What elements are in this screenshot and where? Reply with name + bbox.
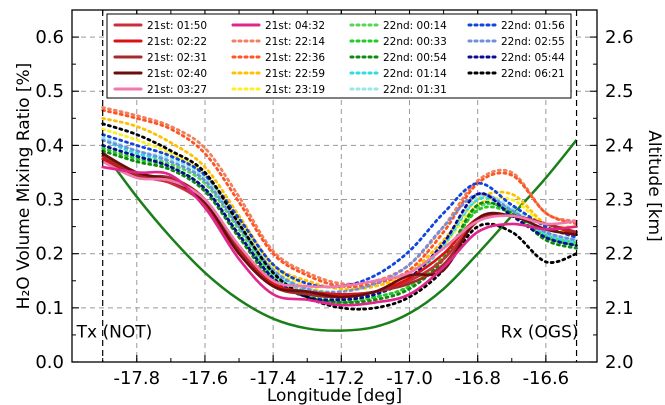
- y-right-tick-label: 2.3: [605, 190, 634, 211]
- series-lines: [101, 106, 578, 332]
- annotation-tx: Tx (NOT): [76, 323, 153, 343]
- y-right-tick-label: 2.5: [605, 81, 634, 102]
- series-line-10: [101, 143, 578, 302]
- x-axis-title: Longitude [deg]: [267, 386, 402, 405]
- y-left-tick-label: 0.4: [35, 135, 64, 156]
- legend-label-1: 21st: 02:22: [147, 36, 207, 48]
- x-tick-label: -17.4: [250, 368, 297, 389]
- y-left-tick-label: 0.1: [35, 298, 64, 319]
- legend-label-18: 22nd: 06:21: [501, 68, 565, 80]
- x-tick-label: -17.2: [318, 368, 365, 389]
- legend-label-12: 22nd: 00:54: [383, 52, 447, 64]
- y-right-tick-label: 2.1: [605, 298, 634, 319]
- endpoint-vlines: [102, 10, 578, 362]
- legend-label-2: 21st: 02:31: [147, 52, 207, 64]
- x-tick-label: -17.6: [182, 368, 229, 389]
- legend-label-10: 22nd: 00:14: [383, 20, 447, 32]
- y-right-tick-label: 2.0: [605, 352, 634, 373]
- series-line-16: [101, 138, 578, 294]
- labels: -17.8 -17.6 -17.4 -17.2 -17.0 -16.8 -16.6 0.0 0.…: [14, 27, 664, 405]
- y-right-tick-label: 2.6: [605, 27, 634, 48]
- series-line-12: [101, 149, 578, 304]
- legend-label-3: 21st: 02:40: [147, 68, 207, 80]
- altitude-line: [101, 139, 578, 332]
- legend-label-0: 21st: 01:50: [147, 20, 207, 32]
- plot-frame: [71, 9, 598, 363]
- legend-label-9: 21st: 23:19: [265, 84, 325, 96]
- legend-label-14: 22nd: 01:31: [383, 84, 447, 96]
- series-line-5: [101, 165, 578, 307]
- legend-label-6: 21st: 22:14: [265, 36, 325, 48]
- series-line-8: [101, 116, 578, 291]
- y-axis-left-title: H₂O Volume Mixing Ratio [%]: [14, 63, 34, 310]
- x-tick-label: -16.6: [523, 368, 570, 389]
- y-left-tick-label: 0.2: [35, 244, 64, 265]
- legend-label-4: 21st: 03:27: [147, 84, 207, 96]
- legend-label-8: 21st: 22:59: [265, 68, 325, 80]
- legend-label-17: 22nd: 05:44: [501, 52, 565, 64]
- y-axis-right-title: Altitude [km]: [644, 130, 664, 242]
- series-line-17: [101, 143, 578, 302]
- x-tick-label: -17.0: [386, 368, 433, 389]
- legend-label-7: 21st: 22:36: [265, 52, 325, 64]
- y-left-tick-label: 0.3: [35, 190, 64, 211]
- legend-label-16: 22nd: 02:55: [501, 36, 565, 48]
- legend: 21st: 01:50 21st: 02:22 21st: 02:31 21st: 0…: [106, 13, 572, 99]
- legend-label-11: 22nd: 00:33: [383, 36, 447, 48]
- y-left-tick-label: 0.0: [35, 352, 64, 373]
- axes: [71, 9, 598, 363]
- legend-label-15: 22nd: 01:56: [501, 20, 565, 32]
- annotation-rx: Rx (OGS): [501, 323, 579, 343]
- y-left-tick-label: 0.6: [35, 27, 64, 48]
- x-tick-label: -16.8: [454, 368, 501, 389]
- y-right-tick-label: 2.4: [605, 135, 634, 156]
- x-tick-label: -17.8: [113, 368, 160, 389]
- y-left-tick-label: 0.5: [35, 81, 64, 102]
- series-line-6: [101, 106, 578, 286]
- y-right-tick-label: 2.2: [605, 244, 634, 265]
- legend-label-13: 22nd: 01:14: [383, 68, 447, 80]
- series-line-18: [101, 122, 578, 311]
- series-line-4: [101, 160, 578, 289]
- legend-label-5: 21st: 04:32: [265, 20, 325, 32]
